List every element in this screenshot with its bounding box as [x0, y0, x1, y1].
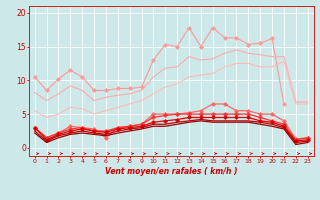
- X-axis label: Vent moyen/en rafales ( km/h ): Vent moyen/en rafales ( km/h ): [105, 167, 237, 176]
